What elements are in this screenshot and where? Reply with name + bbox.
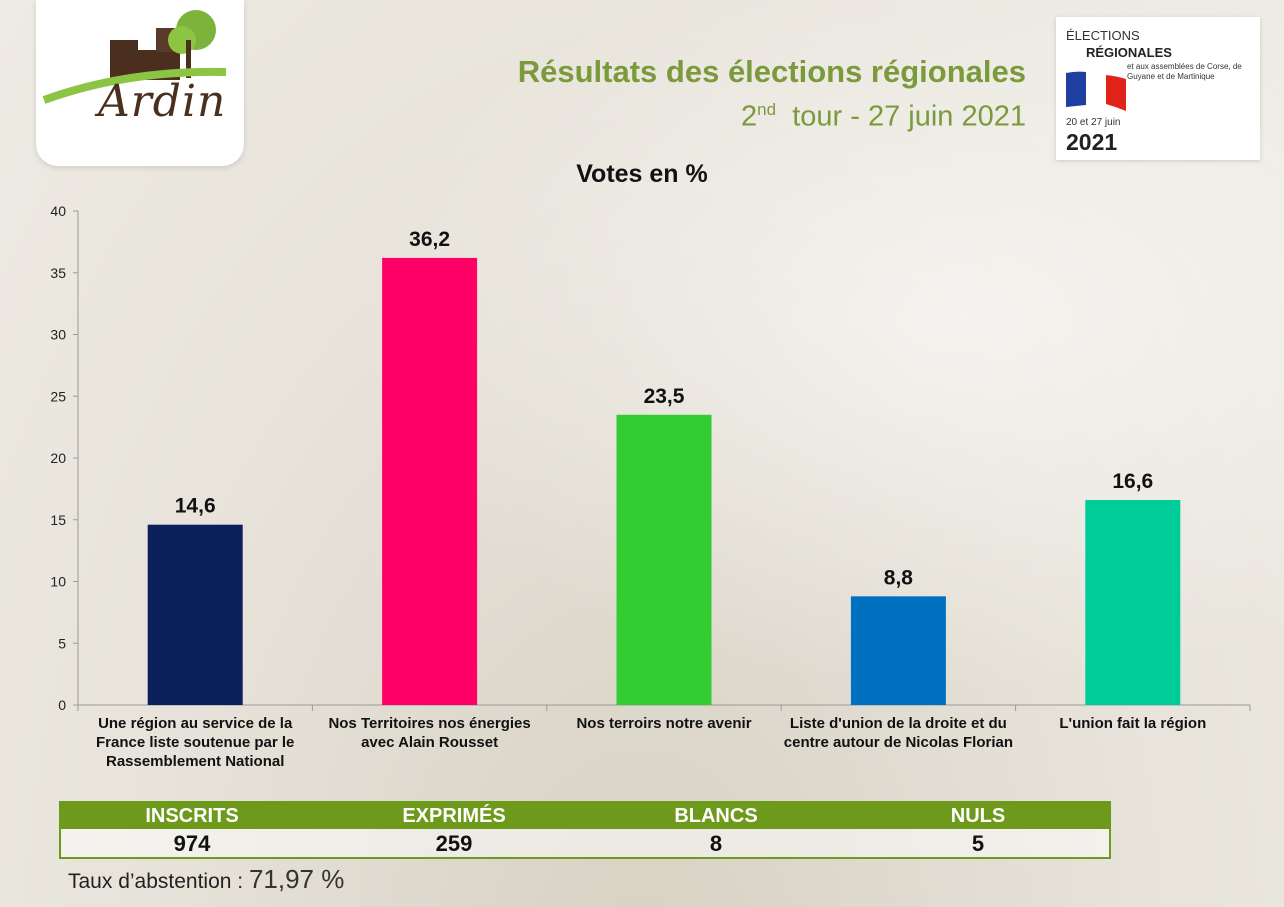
- logo-graphic: [42, 10, 227, 104]
- stats-value-row: 974 259 8 5: [61, 829, 1109, 859]
- abstention-rate: Taux d’abstention : 71,97 %: [68, 864, 344, 895]
- elections-badge: ÉLECTIONS RÉGIONALES et aux assemblées d…: [1056, 17, 1260, 160]
- stats-table: INSCRITS EXPRIMÉS BLANCS NULS 974 259 8 …: [59, 801, 1111, 859]
- bar-chart: 0 5 10 15 20 25 30 35 40 14,6 36,2 23,5 8,8 16,6: [50, 203, 1251, 713]
- stats-value-exprimes: 259: [435, 831, 473, 856]
- stats-header-inscrits: INSCRITS: [145, 805, 239, 827]
- bar: [147, 524, 243, 705]
- badge-line-3: et aux assemblées de Corse, de Guyane et…: [1127, 62, 1242, 81]
- round-suffix: nd: [757, 100, 777, 119]
- x-category-label: Nos terroirs notre avenir: [576, 715, 752, 732]
- badge-line-5: 2021: [1066, 129, 1118, 155]
- stats-header-nuls: NULS: [950, 805, 1006, 827]
- bar: [382, 257, 478, 705]
- bar-value-label: 16,6: [1112, 470, 1153, 493]
- y-tick-label: 0: [58, 697, 66, 713]
- x-category-label: L'union fait la région: [1059, 715, 1207, 732]
- bar-value-label: 23,5: [644, 385, 685, 408]
- y-tick-label: 40: [50, 203, 66, 219]
- stats-header-blancs: BLANCS: [674, 805, 758, 827]
- bar-value-label: 36,2: [409, 228, 450, 251]
- stats-header-row: INSCRITS EXPRIMÉS BLANCS NULS: [61, 803, 1109, 829]
- badge-line-2: RÉGIONALES: [1086, 45, 1172, 60]
- chart-title: Votes en %: [576, 160, 708, 188]
- logo-text: Ardin: [98, 76, 227, 127]
- abstention-label: Taux d’abstention :: [68, 870, 249, 893]
- stats-value-inscrits: 974: [173, 831, 211, 856]
- stats-value-nuls: 5: [971, 831, 985, 856]
- y-tick-label: 10: [50, 574, 66, 590]
- x-category-label: Une région au service de la France liste…: [95, 715, 295, 770]
- badge-line-1: ÉLECTIONS: [1066, 28, 1140, 43]
- y-tick-label: 15: [50, 512, 66, 528]
- y-tick-label: 35: [50, 265, 66, 281]
- round-date: tour - 27 juin 2021: [792, 100, 1026, 133]
- abstention-value: 71,97 %: [248, 864, 345, 894]
- x-category-label: Liste d'union de la droite et du centre …: [783, 715, 1013, 751]
- ardin-logo: Ardin: [36, 0, 244, 166]
- round-number: 2: [741, 100, 758, 133]
- y-tick-label: 5: [58, 635, 66, 651]
- bar: [616, 414, 712, 705]
- stats-header-exprimes: EXPRIMÉS: [402, 805, 506, 827]
- x-category-label: Nos Territoires nos énergies avec Alain …: [328, 715, 531, 751]
- page-subtitle: 2nd tour - 27 juin 2021: [518, 92, 1026, 135]
- stats-value-blancs: 8: [709, 831, 723, 856]
- header: Résultats des élections régionales 2nd t…: [518, 52, 1026, 135]
- y-tick-label: 25: [50, 388, 66, 404]
- bar: [1085, 499, 1181, 705]
- bar-value-label: 8,8: [884, 566, 914, 589]
- y-tick-label: 30: [50, 327, 66, 343]
- bar: [850, 596, 946, 705]
- page-title: Résultats des élections régionales: [517, 54, 1026, 89]
- badge-line-4: 20 et 27 juin: [1066, 117, 1121, 128]
- y-tick-label: 20: [50, 450, 66, 466]
- bar-value-label: 14,6: [175, 495, 216, 518]
- french-flag-icon: [1066, 71, 1126, 111]
